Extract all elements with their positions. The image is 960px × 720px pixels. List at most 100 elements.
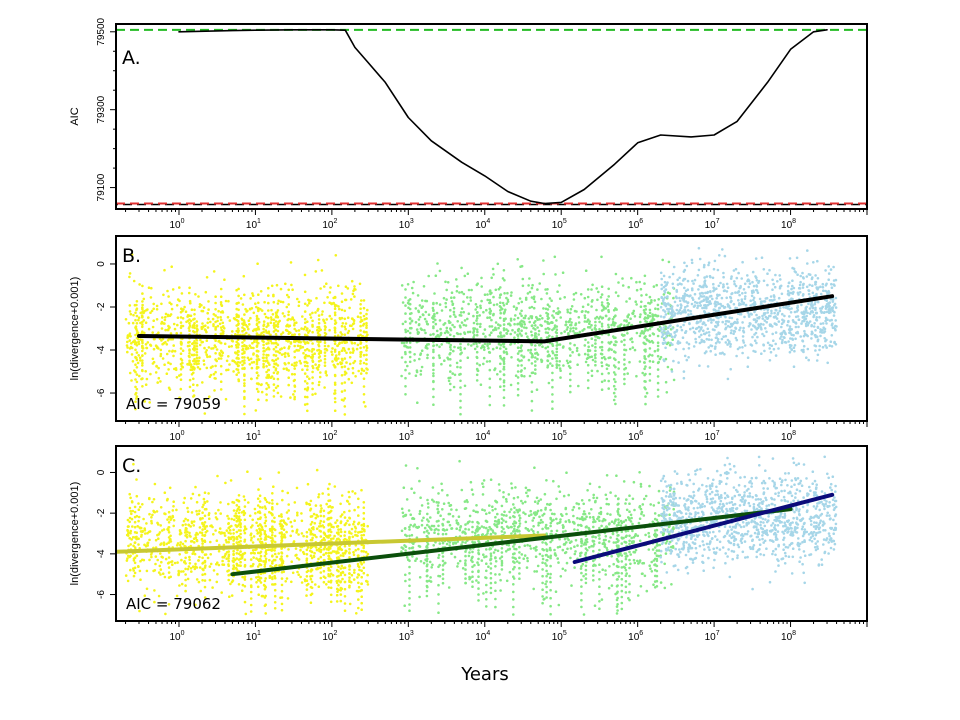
data-point [501,301,505,305]
data-point [600,325,604,328]
data-point [295,486,299,490]
data-point [499,286,502,289]
data-point [289,520,293,524]
data-point [555,341,559,344]
data-point [169,518,172,522]
data-point [333,365,337,369]
data-point [590,337,594,341]
data-point [284,282,287,286]
data-point [435,329,439,333]
data-point [186,530,189,533]
data-point [132,313,135,317]
data-point [338,307,341,311]
data-point [257,382,260,385]
data-point [219,354,223,357]
data-point [203,491,207,495]
data-point [135,307,139,311]
data-point [293,356,297,359]
data-point [770,312,773,315]
data-point [555,331,559,335]
data-point [332,537,335,540]
data-point [450,291,454,295]
data-point [212,372,216,376]
data-point [449,315,452,318]
data-point [195,342,199,345]
data-point [307,298,310,302]
data-point [176,316,180,320]
data-point [219,326,223,329]
data-point [502,379,506,382]
data-point [675,288,678,292]
data-point [766,311,769,314]
data-point [195,339,199,342]
data-point [135,366,139,369]
data-point [130,512,133,516]
data-point [551,328,554,332]
data-point [590,355,593,359]
data-point [401,301,405,304]
data-point [462,300,465,304]
data-point [417,323,421,327]
data-point [214,364,217,368]
data-point [546,288,549,291]
data-point [468,330,472,334]
data-point [188,340,191,344]
data-point [788,343,792,347]
data-point [765,320,768,324]
data-point [488,298,492,302]
data-point [272,395,276,398]
data-point [243,389,246,393]
data-point [811,332,814,335]
data-point [178,584,181,587]
data-point [406,329,410,333]
data-point [306,347,309,351]
data-point [646,328,650,332]
data-point [483,342,487,346]
data-point [491,347,495,351]
data-point [805,314,808,318]
data-point [139,578,142,581]
data-point [541,317,544,320]
data-point [286,329,289,333]
data-point [696,306,699,310]
data-point [642,332,645,335]
data-point [432,395,435,399]
data-point [195,351,199,354]
data-point [796,304,799,308]
data-point [285,305,289,309]
data-point [257,488,260,491]
data-point [520,309,523,313]
data-point [172,322,176,326]
data-point [459,311,463,314]
data-point [276,364,280,367]
data-point [599,296,603,299]
data-point [323,321,327,325]
data-point [573,332,577,335]
data-point [432,362,435,366]
data-point [340,349,344,353]
data-point [518,297,522,300]
data-point [717,320,720,324]
data-point [628,297,631,300]
data-point [646,338,649,342]
data-point [755,313,758,317]
data-point [643,367,646,371]
data-point [670,335,674,339]
data-point [768,343,772,347]
data-point [164,328,167,332]
data-point [742,329,745,333]
data-point [159,354,162,358]
data-point [323,354,327,358]
data-point [520,329,523,333]
data-point [317,585,321,588]
data-point [815,319,819,322]
data-point [698,292,702,295]
data-point [150,519,153,523]
data-point [192,395,195,398]
data-point [488,386,492,389]
data-point [235,346,238,349]
data-point [316,567,320,571]
data-point [459,399,462,403]
data-point [274,386,278,390]
data-point [734,336,738,340]
